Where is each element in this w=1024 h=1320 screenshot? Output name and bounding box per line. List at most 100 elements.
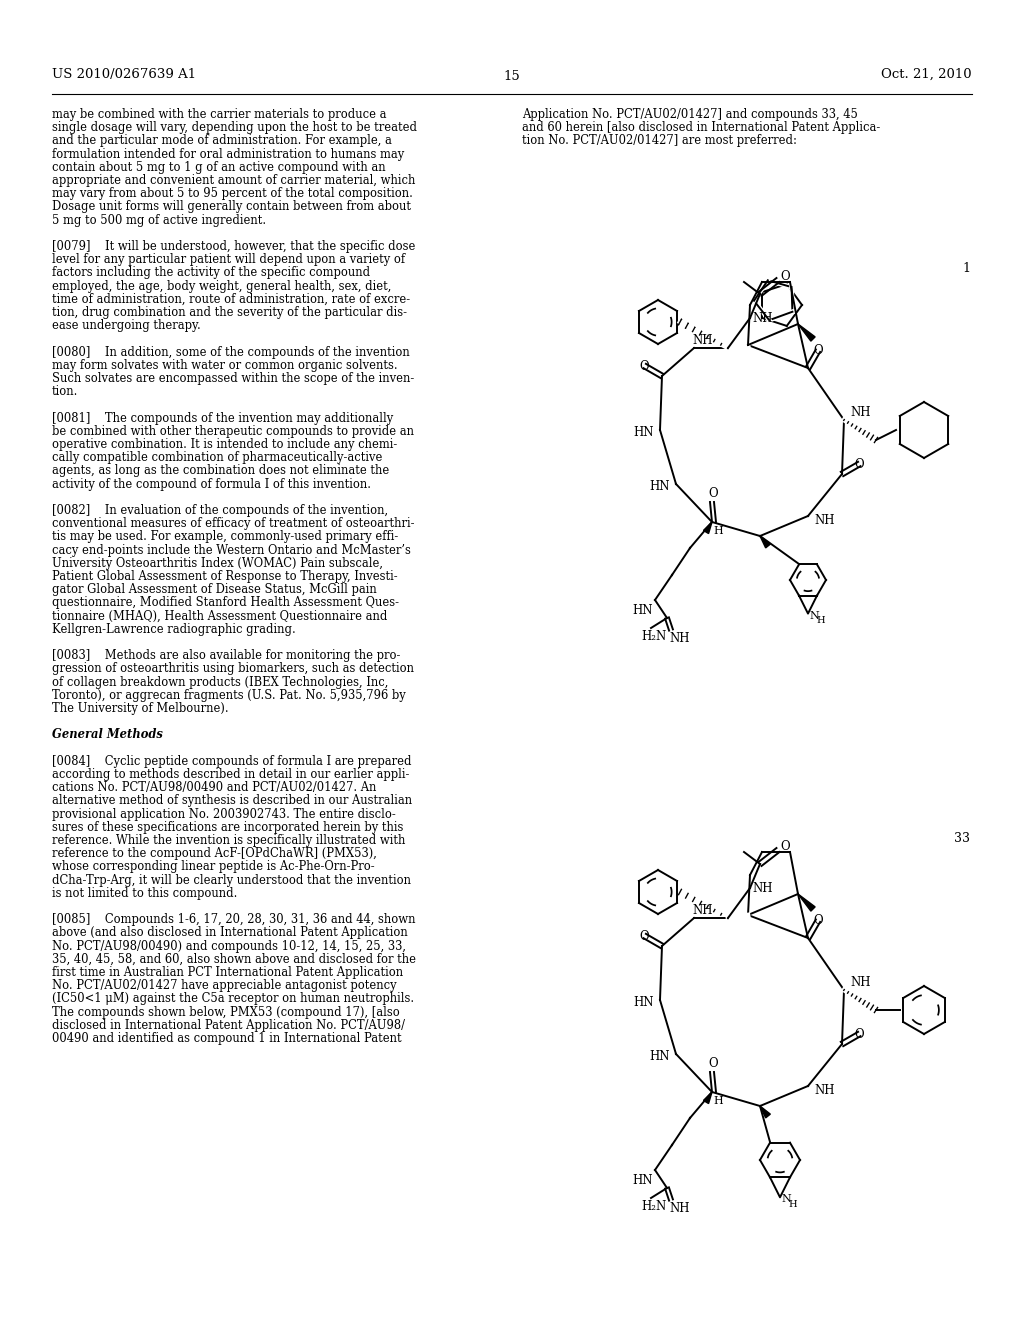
Text: HN: HN	[649, 479, 670, 492]
Polygon shape	[760, 1106, 770, 1118]
Text: cacy end-points include the Western Ontario and McMaster’s: cacy end-points include the Western Onta…	[52, 544, 411, 557]
Text: [0080]    In addition, some of the compounds of the invention: [0080] In addition, some of the compound…	[52, 346, 410, 359]
Text: NH: NH	[814, 1084, 835, 1097]
Text: provisional application No. 2003902743. The entire disclo-: provisional application No. 2003902743. …	[52, 808, 395, 821]
Text: single dosage will vary, depending upon the host to be treated: single dosage will vary, depending upon …	[52, 121, 417, 135]
Text: time of administration, route of administration, rate of excre-: time of administration, route of adminis…	[52, 293, 411, 306]
Text: reference to the compound AcF-[OPdChaWR] (PMX53),: reference to the compound AcF-[OPdChaWR]…	[52, 847, 377, 861]
Text: level for any particular patient will depend upon a variety of: level for any particular patient will de…	[52, 253, 406, 267]
Text: gator Global Assessment of Disease Status, McGill pain: gator Global Assessment of Disease Statu…	[52, 583, 377, 597]
Text: HN: HN	[649, 1049, 670, 1063]
Text: tion.: tion.	[52, 385, 79, 399]
Text: [0085]    Compounds 1-6, 17, 20, 28, 30, 31, 36 and 44, shown: [0085] Compounds 1-6, 17, 20, 28, 30, 31…	[52, 913, 416, 927]
Text: O: O	[640, 929, 649, 942]
Text: O: O	[854, 458, 864, 470]
Text: Such solvates are encompassed within the scope of the inven-: Such solvates are encompassed within the…	[52, 372, 415, 385]
Text: employed, the age, body weight, general health, sex, diet,: employed, the age, body weight, general …	[52, 280, 391, 293]
Text: 15: 15	[504, 70, 520, 83]
Text: agents, as long as the combination does not eliminate the: agents, as long as the combination does …	[52, 465, 389, 478]
Text: ease undergoing therapy.: ease undergoing therapy.	[52, 319, 201, 333]
Text: NH: NH	[669, 1203, 689, 1214]
Text: operative combination. It is intended to include any chemi-: operative combination. It is intended to…	[52, 438, 397, 451]
Text: The compounds shown below, PMX53 (compound 17), [also: The compounds shown below, PMX53 (compou…	[52, 1006, 399, 1019]
Text: Application No. PCT/AU02/01427] and compounds 33, 45: Application No. PCT/AU02/01427] and comp…	[522, 108, 858, 121]
Text: dCha-Trp-Arg, it will be clearly understood that the invention: dCha-Trp-Arg, it will be clearly underst…	[52, 874, 411, 887]
Text: alternative method of synthesis is described in our Australian: alternative method of synthesis is descr…	[52, 795, 412, 808]
Text: tis may be used. For example, commonly-used primary effi-: tis may be used. For example, commonly-u…	[52, 531, 398, 544]
Text: appropriate and convenient amount of carrier material, which: appropriate and convenient amount of car…	[52, 174, 416, 187]
Text: cations No. PCT/AU98/00490 and PCT/AU02/01427. An: cations No. PCT/AU98/00490 and PCT/AU02/…	[52, 781, 377, 795]
Text: gression of osteoarthritis using biomarkers, such as detection: gression of osteoarthritis using biomark…	[52, 663, 414, 676]
Text: H: H	[713, 525, 723, 536]
Text: may vary from about 5 to 95 percent of the total composition.: may vary from about 5 to 95 percent of t…	[52, 187, 413, 201]
Text: be combined with other therapeutic compounds to provide an: be combined with other therapeutic compo…	[52, 425, 414, 438]
Text: 35, 40, 45, 58, and 60, also shown above and disclosed for the: 35, 40, 45, 58, and 60, also shown above…	[52, 953, 416, 966]
Text: O: O	[813, 915, 823, 927]
Text: cally compatible combination of pharmaceutically-active: cally compatible combination of pharmace…	[52, 451, 382, 465]
Text: H₂N: H₂N	[641, 630, 667, 643]
Text: O: O	[709, 1057, 718, 1071]
Text: reference. While the invention is specifically illustrated with: reference. While the invention is specif…	[52, 834, 406, 847]
Text: N: N	[809, 611, 819, 620]
Text: HN: HN	[634, 995, 654, 1008]
Text: O: O	[640, 359, 649, 372]
Text: HN: HN	[633, 605, 653, 616]
Text: O: O	[854, 1027, 864, 1040]
Text: NH: NH	[850, 975, 870, 989]
Text: H: H	[713, 1096, 723, 1106]
Text: sures of these specifications are incorporated herein by this: sures of these specifications are incorp…	[52, 821, 403, 834]
Text: H: H	[816, 616, 824, 626]
Text: above (and also disclosed in International Patent Application: above (and also disclosed in Internation…	[52, 927, 408, 940]
Text: NH: NH	[669, 632, 689, 645]
Text: [0082]    In evaluation of the compounds of the invention,: [0082] In evaluation of the compounds of…	[52, 504, 388, 517]
Text: conventional measures of efficacy of treatment of osteoarthri-: conventional measures of efficacy of tre…	[52, 517, 415, 531]
Text: H: H	[788, 1200, 797, 1209]
Text: Toronto), or aggrecan fragments (U.S. Pat. No. 5,935,796 by: Toronto), or aggrecan fragments (U.S. Pa…	[52, 689, 406, 702]
Text: 5 mg to 500 mg of active ingredient.: 5 mg to 500 mg of active ingredient.	[52, 214, 266, 227]
Polygon shape	[760, 536, 770, 548]
Text: tion No. PCT/AU02/01427] are most preferred:: tion No. PCT/AU02/01427] are most prefer…	[522, 135, 797, 148]
Text: (IC50<1 μM) against the C5a receptor on human neutrophils.: (IC50<1 μM) against the C5a receptor on …	[52, 993, 414, 1006]
Text: H₂N: H₂N	[641, 1200, 667, 1213]
Text: No. PCT/AU02/01427 have appreciable antagonist potency: No. PCT/AU02/01427 have appreciable anta…	[52, 979, 396, 993]
Text: [0079]    It will be understood, however, that the specific dose: [0079] It will be understood, however, t…	[52, 240, 416, 253]
Text: may form solvates with water or common organic solvents.: may form solvates with water or common o…	[52, 359, 397, 372]
Text: [0081]    The compounds of the invention may additionally: [0081] The compounds of the invention ma…	[52, 412, 393, 425]
Text: 1: 1	[962, 261, 970, 275]
Polygon shape	[798, 894, 815, 911]
Text: NH: NH	[692, 903, 713, 916]
Text: according to methods described in detail in our earlier appli-: according to methods described in detail…	[52, 768, 410, 781]
Text: whose corresponding linear peptide is Ac-Phe-Orn-Pro-: whose corresponding linear peptide is Ac…	[52, 861, 375, 874]
Text: No. PCT/AU98/00490) and compounds 10-12, 14, 15, 25, 33,: No. PCT/AU98/00490) and compounds 10-12,…	[52, 940, 406, 953]
Text: may be combined with the carrier materials to produce a: may be combined with the carrier materia…	[52, 108, 386, 121]
Text: tion, drug combination and the severity of the particular dis-: tion, drug combination and the severity …	[52, 306, 407, 319]
Text: O: O	[813, 345, 823, 358]
Text: HN: HN	[634, 425, 654, 438]
Text: contain about 5 mg to 1 g of an active compound with an: contain about 5 mg to 1 g of an active c…	[52, 161, 386, 174]
Text: HN: HN	[633, 1173, 653, 1187]
Text: first time in Australian PCT International Patent Application: first time in Australian PCT Internation…	[52, 966, 403, 979]
Text: NH: NH	[752, 312, 772, 325]
Text: O: O	[780, 841, 790, 854]
Text: Dosage unit forms will generally contain between from about: Dosage unit forms will generally contain…	[52, 201, 411, 214]
Text: tionnaire (MHAQ), Health Assessment Questionnaire and: tionnaire (MHAQ), Health Assessment Ques…	[52, 610, 387, 623]
Polygon shape	[703, 1092, 712, 1104]
Text: NH: NH	[752, 882, 772, 895]
Text: is not limited to this compound.: is not limited to this compound.	[52, 887, 238, 900]
Text: [0084]    Cyclic peptide compounds of formula I are prepared: [0084] Cyclic peptide compounds of formu…	[52, 755, 412, 768]
Text: O: O	[709, 487, 718, 500]
Text: Oct. 21, 2010: Oct. 21, 2010	[882, 69, 972, 81]
Text: and the particular mode of administration. For example, a: and the particular mode of administratio…	[52, 135, 392, 148]
Polygon shape	[703, 521, 712, 533]
Polygon shape	[798, 323, 815, 341]
Text: The University of Melbourne).: The University of Melbourne).	[52, 702, 228, 715]
Text: NH: NH	[692, 334, 713, 346]
Text: and 60 herein [also disclosed in International Patent Applica-: and 60 herein [also disclosed in Interna…	[522, 121, 881, 135]
Text: 00490 and identified as compound 1 in International Patent: 00490 and identified as compound 1 in In…	[52, 1032, 401, 1045]
Text: formulation intended for oral administration to humans may: formulation intended for oral administra…	[52, 148, 404, 161]
Text: General Methods: General Methods	[52, 729, 163, 742]
Text: N: N	[781, 1195, 791, 1204]
Text: [0083]    Methods are also available for monitoring the pro-: [0083] Methods are also available for mo…	[52, 649, 400, 663]
Text: Patient Global Assessment of Response to Therapy, Investi-: Patient Global Assessment of Response to…	[52, 570, 397, 583]
Text: NH: NH	[850, 405, 870, 418]
